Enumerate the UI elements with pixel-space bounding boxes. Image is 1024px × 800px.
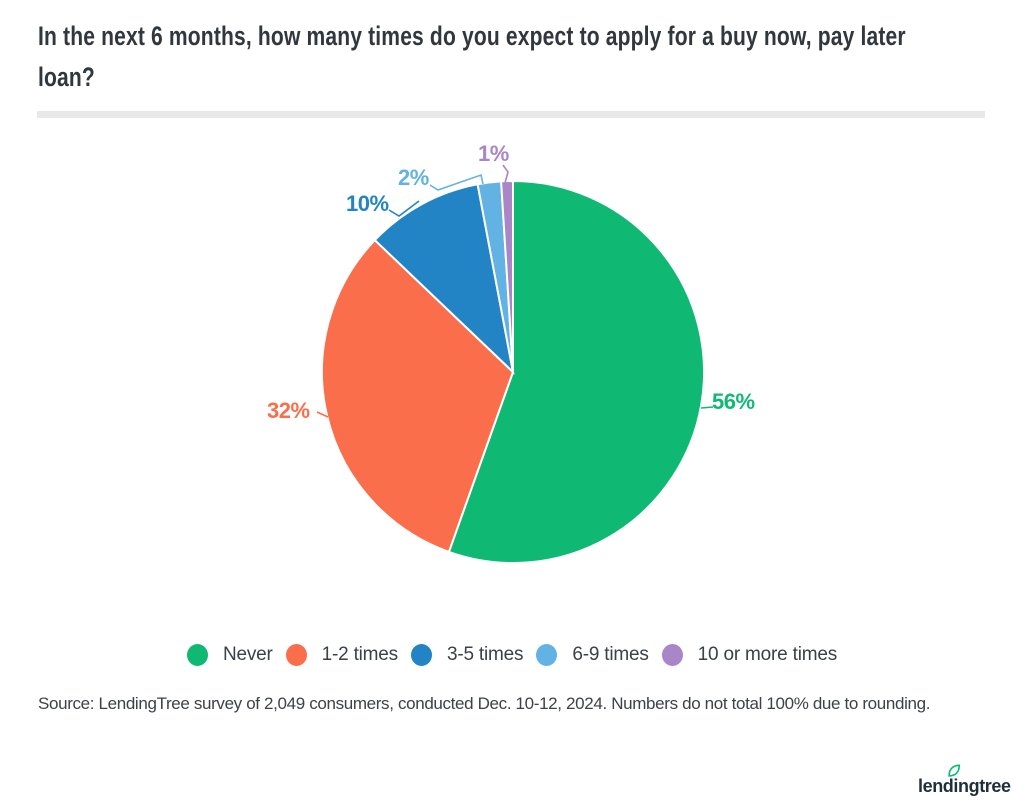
legend-label: Never	[222, 644, 273, 665]
value-label-never: 56%	[712, 389, 755, 414]
leader-line-10-or-more	[502, 164, 509, 184]
legend-item-never: Never	[186, 644, 273, 666]
legend-item-1-2-times: 1-2 times	[285, 644, 399, 666]
legend-swatch-icon	[285, 644, 307, 666]
page-title-line-1: In the next 6 months, how many times do …	[38, 21, 906, 51]
leader-line-1-2-times	[316, 411, 329, 418]
page-title-line-2: loan?	[38, 62, 95, 92]
legend-label: 1-2 times	[321, 644, 399, 665]
leader-line-3-5-times	[388, 200, 420, 217]
legend-item-3-5-times: 3-5 times	[410, 644, 524, 666]
pie-slice-10-or-more-times	[500, 179, 514, 373]
value-label-3-5-times: 10%	[346, 191, 389, 216]
value-label-1-2-times: 32%	[267, 398, 310, 423]
legend-label: 10 or more times	[697, 644, 838, 665]
legend-item-6-9-times: 6-9 times	[536, 644, 649, 666]
pie-slice-3-5-times	[373, 183, 515, 375]
leader-line-never	[700, 406, 714, 409]
leaf-icon	[948, 764, 961, 777]
title-divider	[37, 111, 985, 118]
value-label-6-9-times: 2%	[398, 165, 429, 190]
legend-label: 3-5 times	[446, 644, 524, 665]
legend-swatch-icon	[661, 644, 683, 666]
leader-line-6-9-times	[429, 173, 484, 191]
pie-slices	[320, 179, 706, 564]
logo-text: lendingtree	[918, 776, 1011, 796]
value-label-10-or-more: 1%	[478, 141, 509, 166]
lendingtree-logo: lendingtree	[918, 764, 1024, 796]
source-note: Source: LendingTree survey of 2,049 cons…	[38, 694, 931, 713]
legend-swatch-icon	[536, 644, 558, 666]
page-title: In the next 6 months, how many times do …	[38, 16, 906, 98]
pie-slice-never	[447, 179, 706, 564]
legend-swatch-icon	[186, 644, 208, 666]
legend-label: 6-9 times	[572, 644, 649, 665]
chart-legend: Never 1-2 times 3-5 times 6-9 times 10 o…	[0, 644, 1024, 666]
legend-item-10-or-more: 10 or more times	[661, 644, 838, 666]
legend-swatch-icon	[410, 644, 432, 666]
